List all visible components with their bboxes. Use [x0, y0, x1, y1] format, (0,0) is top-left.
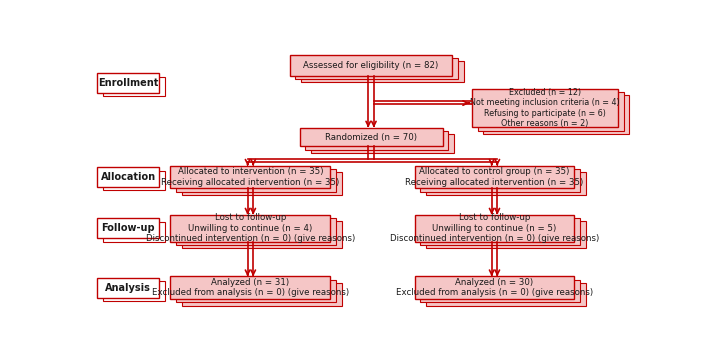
Text: Follow-up: Follow-up	[101, 223, 155, 233]
FancyBboxPatch shape	[103, 171, 164, 190]
FancyBboxPatch shape	[420, 218, 580, 245]
FancyBboxPatch shape	[103, 222, 164, 242]
FancyBboxPatch shape	[420, 280, 580, 302]
FancyBboxPatch shape	[182, 172, 342, 195]
FancyBboxPatch shape	[170, 166, 330, 188]
Text: Lost to follow-up
Unwilling to continue (n = 4)
Discontinued intervention (n = 0: Lost to follow-up Unwilling to continue …	[146, 213, 355, 243]
FancyBboxPatch shape	[484, 95, 629, 134]
Text: Analysis: Analysis	[105, 283, 151, 293]
FancyBboxPatch shape	[415, 215, 574, 242]
FancyBboxPatch shape	[415, 276, 574, 299]
FancyBboxPatch shape	[295, 58, 458, 79]
FancyBboxPatch shape	[311, 134, 454, 153]
FancyBboxPatch shape	[182, 222, 342, 248]
FancyBboxPatch shape	[97, 218, 159, 238]
FancyBboxPatch shape	[420, 169, 580, 192]
FancyBboxPatch shape	[426, 172, 586, 195]
Text: Allocated to intervention (n = 35)
Receiving allocated intervention (n = 35): Allocated to intervention (n = 35) Recei…	[161, 167, 340, 187]
FancyBboxPatch shape	[415, 166, 574, 188]
Text: Assessed for eligibility (n = 82): Assessed for eligibility (n = 82)	[303, 61, 439, 70]
FancyBboxPatch shape	[182, 283, 342, 306]
FancyBboxPatch shape	[97, 167, 159, 187]
FancyBboxPatch shape	[170, 276, 330, 299]
FancyBboxPatch shape	[290, 55, 452, 75]
FancyBboxPatch shape	[103, 281, 164, 301]
FancyBboxPatch shape	[305, 131, 448, 150]
FancyBboxPatch shape	[176, 169, 336, 192]
FancyBboxPatch shape	[300, 128, 442, 146]
FancyBboxPatch shape	[176, 280, 336, 302]
Text: Lost to follow-up
Unwilling to continue (n = 5)
Discontinued intervention (n = 0: Lost to follow-up Unwilling to continue …	[390, 213, 599, 243]
Text: Randomized (n = 70): Randomized (n = 70)	[325, 132, 417, 141]
FancyBboxPatch shape	[478, 92, 623, 131]
Text: Excluded (n = 12)
Not meeting inclusion criteria (n = 4)
Refusing to participate: Excluded (n = 12) Not meeting inclusion …	[470, 88, 620, 128]
FancyBboxPatch shape	[301, 61, 463, 82]
Text: Enrollment: Enrollment	[98, 78, 159, 88]
Text: Analyzed (n = 31)
Excluded from analysis (n = 0) (give reasons): Analyzed (n = 31) Excluded from analysis…	[152, 278, 349, 297]
FancyBboxPatch shape	[103, 76, 164, 97]
Text: Allocation: Allocation	[101, 172, 156, 182]
Text: Analyzed (n = 30)
Excluded from analysis (n = 0) (give reasons): Analyzed (n = 30) Excluded from analysis…	[396, 278, 593, 297]
FancyBboxPatch shape	[426, 222, 586, 248]
FancyBboxPatch shape	[472, 89, 618, 127]
FancyBboxPatch shape	[176, 218, 336, 245]
FancyBboxPatch shape	[97, 278, 159, 298]
FancyBboxPatch shape	[97, 73, 159, 93]
Text: Allocated to control group (n = 35)
Receiving allocated intervention (n = 35): Allocated to control group (n = 35) Rece…	[405, 167, 584, 187]
FancyBboxPatch shape	[426, 283, 586, 306]
FancyBboxPatch shape	[170, 215, 330, 242]
